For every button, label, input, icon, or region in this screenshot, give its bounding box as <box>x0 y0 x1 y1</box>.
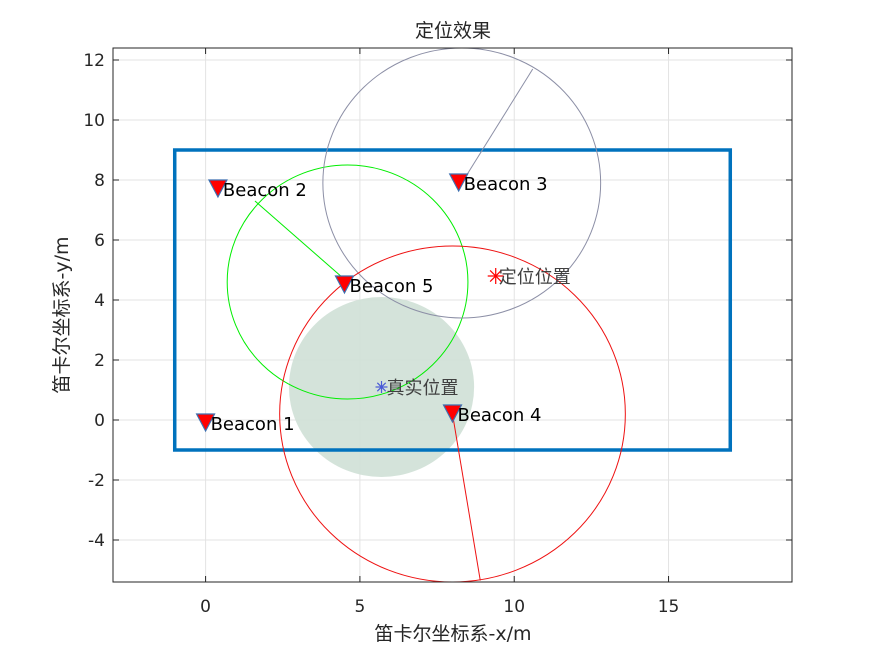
range-circle <box>279 245 626 582</box>
chart-title: 定位效果 <box>415 20 491 42</box>
beacon-marker <box>442 404 463 424</box>
plot-area: Beacon 1 Beacon 2 Beacon 3 Beacon 4 Beacon 5… <box>83 47 793 617</box>
range-spoke <box>254 200 348 283</box>
y-tick-label: -4 <box>88 531 105 551</box>
plot-content: Beacon 1 Beacon 2 Beacon 3 Beacon 4 Beacon 5… <box>172 48 733 582</box>
axes-box <box>112 47 793 583</box>
true-position-marker <box>375 381 388 393</box>
y-tick-label: 12 <box>83 51 105 71</box>
range-circle <box>322 48 602 319</box>
range-circle <box>226 164 469 400</box>
beacon-label: Beacon 4 <box>458 405 542 426</box>
x-axis-label: 笛卡尔坐标系-x/m <box>374 623 531 645</box>
beacon-label: Beacon 1 <box>211 414 295 435</box>
boundary-rectangle <box>172 148 733 452</box>
beacon-marker <box>207 179 228 199</box>
y-tick-label: 8 <box>94 171 105 191</box>
axes-background <box>113 48 792 582</box>
beacon-marker <box>334 275 355 295</box>
y-tick-label: -2 <box>88 471 105 491</box>
y-tick-label: 2 <box>94 351 105 371</box>
y-tick-label: 0 <box>94 411 105 431</box>
range-spoke <box>461 68 534 184</box>
y-tick-label: 10 <box>83 111 105 131</box>
beacon-marker <box>448 173 469 193</box>
beacon-label: Beacon 2 <box>223 180 307 201</box>
y-axis-label: 笛卡尔坐标系-y/m <box>51 236 73 393</box>
y-tick-label: 6 <box>94 231 105 251</box>
beacon-label: Beacon 5 <box>349 276 433 297</box>
y-tick-label: 4 <box>94 291 105 311</box>
true-position-marker-stroke <box>376 382 387 392</box>
x-tick-label: 0 <box>200 597 211 617</box>
x-tick-label: 5 <box>354 597 365 617</box>
x-tick-label: 15 <box>658 597 680 617</box>
estimated-position-marker-stroke <box>489 269 502 283</box>
beacon-label: Beacon 3 <box>464 174 548 195</box>
beacon-marker <box>195 413 216 433</box>
estimated-position-label: 定位位置 <box>499 267 571 288</box>
true-position-label: 真实位置 <box>387 378 459 399</box>
estimated-position-marker <box>487 268 504 284</box>
x-tick-label: 10 <box>503 597 525 617</box>
range-spoke <box>452 413 481 581</box>
